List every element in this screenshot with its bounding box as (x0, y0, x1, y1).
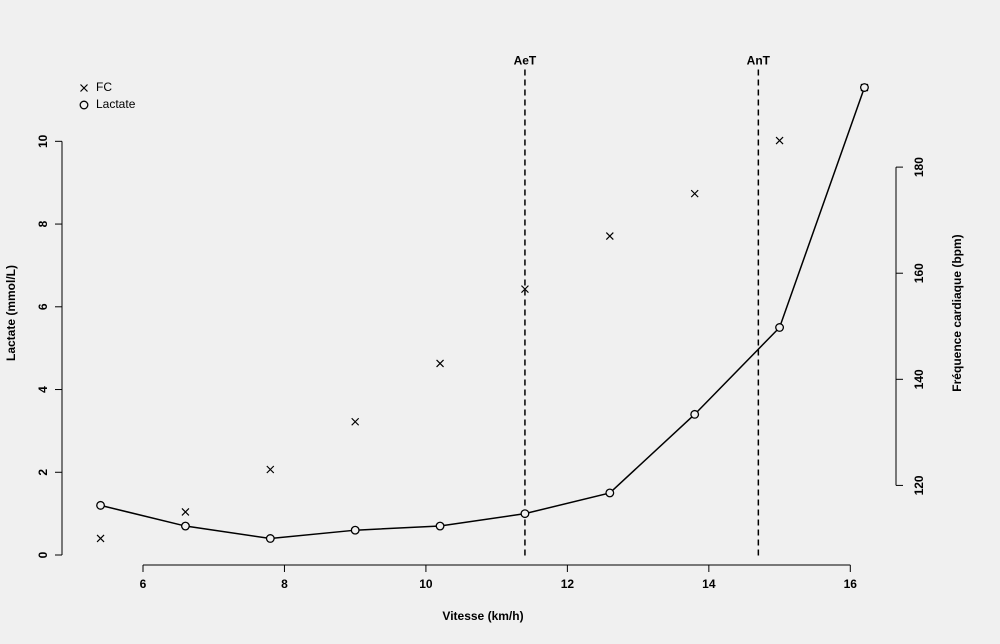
y-tick-label: 2 (36, 469, 50, 476)
point (605, 488, 615, 498)
point-bg (96, 501, 105, 510)
point (350, 525, 360, 535)
y2-tick-label: 160 (912, 263, 926, 283)
x-axis-title: Vitesse (km/h) (442, 609, 523, 623)
point-bg (860, 83, 869, 92)
point-bg (266, 534, 275, 543)
threshold-label: AeT (514, 54, 537, 68)
y-axis-title: Lactate (mmol/L) (4, 265, 18, 361)
y-tick-label: 10 (36, 134, 50, 148)
x-tick-label: 6 (140, 577, 147, 591)
y-tick-label: 6 (36, 303, 50, 310)
series-line (100, 87, 866, 540)
legend-label: FC (96, 80, 112, 94)
point (520, 509, 530, 519)
legend-label: Lactate (96, 97, 136, 111)
point-bg (436, 522, 444, 530)
point (775, 136, 784, 145)
y2-tick-label: 140 (912, 369, 926, 389)
point (265, 534, 275, 543)
x-tick-label: 12 (561, 577, 575, 591)
point (180, 521, 190, 531)
point-bg (521, 509, 529, 518)
point (690, 189, 699, 198)
point (351, 417, 360, 426)
point (775, 323, 785, 332)
point (436, 359, 444, 368)
point (605, 232, 614, 241)
legend-symbol (80, 84, 88, 92)
point-bg (606, 489, 614, 497)
point-bg (690, 410, 699, 419)
x-tick-label: 8 (281, 577, 288, 591)
y2-axis-title: Fréquence cardiaque (bpm) (950, 234, 964, 391)
point-bg (351, 526, 359, 534)
threshold-label: AnT (747, 54, 771, 68)
point-bg (181, 522, 190, 530)
point (435, 521, 445, 531)
x-tick-label: 10 (419, 577, 433, 591)
y-tick-label: 0 (36, 551, 50, 558)
y-tick-label: 4 (36, 386, 50, 393)
y-tick-label: 8 (36, 220, 50, 227)
point (96, 534, 105, 543)
point (859, 83, 869, 92)
point-bg (775, 323, 784, 332)
y2-tick-label: 180 (912, 157, 926, 177)
point (521, 285, 529, 294)
y2-tick-label: 120 (912, 475, 926, 495)
legend-symbol (79, 100, 89, 110)
x-tick-label: 16 (844, 577, 858, 591)
point (690, 409, 700, 419)
x-tick-label: 14 (702, 577, 716, 591)
point (181, 508, 190, 516)
point (266, 465, 275, 474)
point (96, 500, 106, 510)
